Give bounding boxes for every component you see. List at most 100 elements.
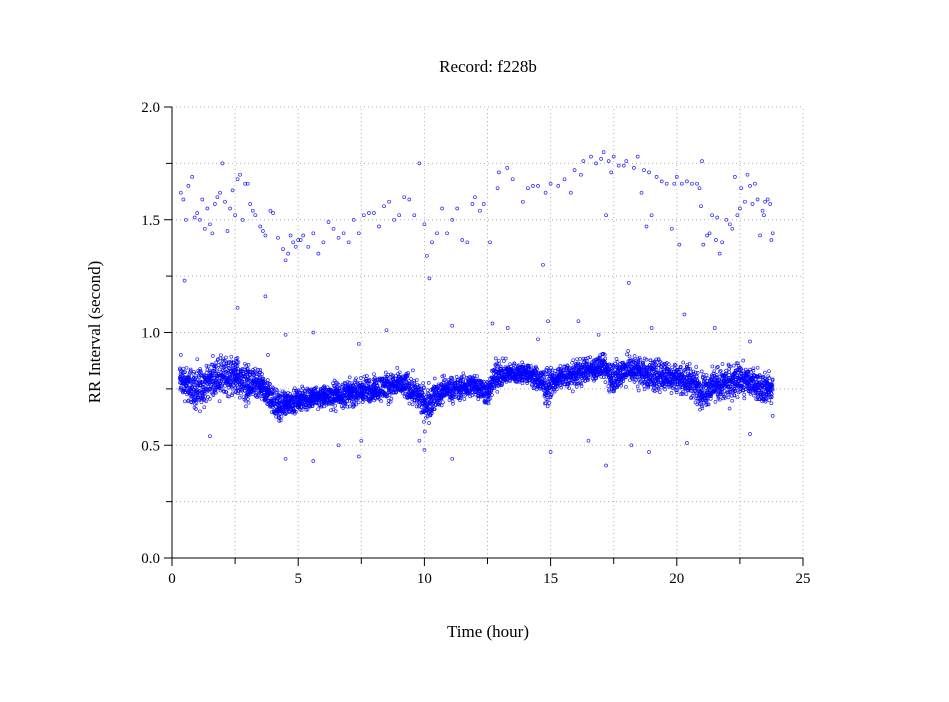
x-tick-label: 0: [168, 571, 176, 587]
data-point: [494, 357, 497, 360]
y-tick-label: 0.5: [141, 438, 160, 454]
y-tick-label: 2.0: [141, 100, 160, 116]
data-point: [239, 173, 242, 176]
data-point: [196, 358, 199, 361]
data-point: [770, 402, 773, 405]
data-point: [408, 198, 411, 201]
data-point: [625, 160, 628, 163]
data-point: [398, 214, 401, 217]
data-point: [396, 367, 399, 370]
data-point: [636, 385, 639, 388]
data-point: [487, 402, 490, 405]
data-point: [387, 403, 390, 406]
data-point: [219, 354, 222, 357]
data-point: [571, 390, 574, 393]
data-point: [627, 281, 630, 284]
data-point: [411, 369, 414, 372]
data-point: [579, 173, 582, 176]
data-point: [246, 398, 249, 401]
data-points: [178, 151, 774, 467]
data-point: [582, 160, 585, 163]
data-point: [192, 370, 195, 373]
data-point: [224, 200, 227, 203]
x-tick-label: 5: [294, 571, 302, 587]
data-point: [302, 234, 305, 237]
data-point: [637, 389, 640, 392]
data-point: [589, 356, 592, 359]
data-point: [557, 184, 560, 187]
data-point: [254, 214, 257, 217]
data-point: [348, 376, 351, 379]
data-point: [196, 212, 199, 215]
data-point: [272, 212, 275, 215]
data-point: [422, 382, 425, 385]
data-point: [239, 392, 242, 395]
data-point: [431, 241, 434, 244]
data-point: [372, 212, 375, 215]
data-point: [572, 359, 575, 362]
data-point: [607, 385, 610, 388]
data-point: [471, 203, 474, 206]
data-point: [632, 166, 635, 169]
data-point: [497, 171, 500, 174]
data-point: [546, 405, 549, 408]
data-point: [670, 392, 673, 395]
data-point: [701, 407, 704, 410]
data-point: [742, 359, 745, 362]
data-point: [282, 248, 285, 251]
data-point: [292, 241, 295, 244]
data-point: [700, 370, 703, 373]
data-point: [563, 178, 566, 181]
data-point: [211, 354, 214, 357]
data-point: [307, 245, 310, 248]
data-point: [201, 198, 204, 201]
data-point: [357, 232, 360, 235]
data-point: [624, 385, 627, 388]
data-point: [284, 259, 287, 262]
data-point: [317, 252, 320, 255]
data-point: [287, 252, 290, 255]
data-point: [427, 381, 430, 384]
data-point: [206, 207, 209, 210]
data-point: [568, 387, 571, 390]
data-point: [390, 397, 393, 400]
data-point: [367, 212, 370, 215]
data-point: [357, 401, 360, 404]
data-point: [428, 422, 431, 425]
data-point: [388, 200, 391, 203]
data-point: [332, 227, 335, 230]
y-tick-label: 1.5: [141, 213, 160, 229]
data-point: [616, 361, 619, 364]
data-point: [251, 209, 254, 212]
x-tick-label: 15: [543, 571, 558, 587]
data-point: [559, 365, 562, 368]
data-point: [542, 263, 545, 266]
data-point: [496, 187, 499, 190]
data-point: [393, 218, 396, 221]
data-point: [211, 232, 214, 235]
data-point: [548, 402, 551, 405]
data-point: [628, 355, 631, 358]
data-point: [633, 355, 636, 358]
y-tick-label: 1.0: [141, 326, 160, 342]
data-point: [456, 207, 459, 210]
data-point: [221, 162, 224, 165]
data-point: [743, 397, 746, 400]
data-point: [410, 378, 413, 381]
data-point: [208, 223, 211, 226]
data-point: [203, 227, 206, 230]
data-point: [244, 405, 247, 408]
data-point: [294, 245, 297, 248]
data-point: [213, 203, 216, 206]
data-point: [477, 398, 480, 401]
data-point: [182, 198, 185, 201]
data-point: [579, 357, 582, 360]
data-point: [277, 236, 280, 239]
x-tick-label: 10: [417, 571, 432, 587]
data-point: [511, 178, 514, 181]
data-point: [200, 401, 203, 404]
data-point: [682, 361, 685, 364]
data-point: [264, 234, 267, 237]
data-point: [573, 169, 576, 172]
